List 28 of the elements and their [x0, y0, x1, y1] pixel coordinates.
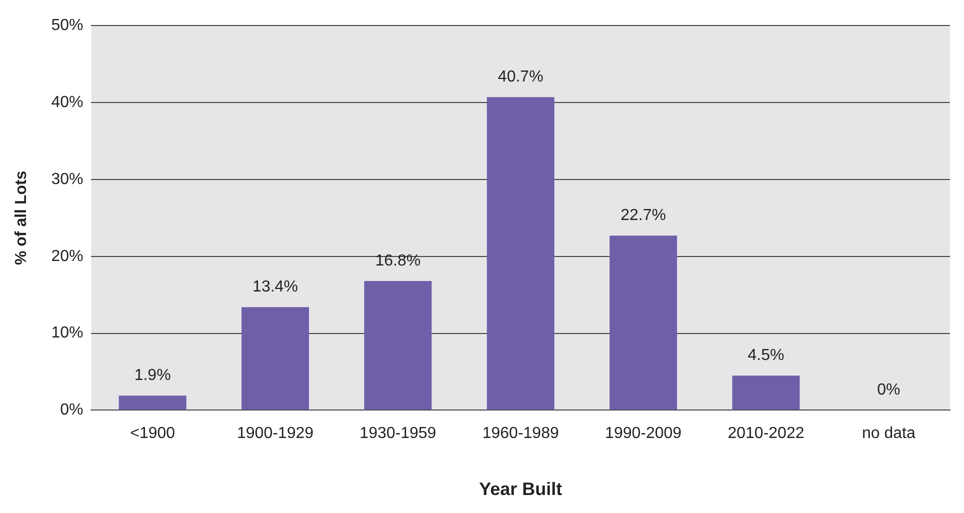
bar [732, 376, 800, 410]
bar [486, 97, 554, 410]
x-tick-label: 1960-1989 [482, 425, 559, 442]
x-axis-title: Year Built [479, 479, 562, 500]
y-tick-label: 30% [51, 170, 84, 188]
y-axis-title: % of all Lots [13, 170, 30, 266]
y-tick-label: 40% [51, 94, 84, 111]
y-tick-label: 50% [51, 17, 84, 34]
y-tick-label: 20% [51, 248, 84, 265]
bar [118, 396, 186, 410]
data-label: 40.7% [498, 68, 544, 86]
x-tick-label: 1990-2009 [605, 425, 682, 442]
bar [242, 307, 309, 410]
data-label: 0% [877, 382, 900, 399]
data-label: 1.9% [134, 366, 171, 384]
data-label: 13.4% [252, 278, 298, 296]
x-tick-label: 1930-1959 [360, 425, 436, 442]
x-tick-label: <1900 [130, 425, 176, 442]
data-label: 4.5% [748, 346, 784, 364]
x-tick-label: 2010-2022 [728, 425, 804, 442]
x-tick-label: 1900-1929 [236, 425, 314, 442]
bar [610, 236, 678, 410]
y-tick-label: 0% [60, 402, 84, 419]
y-tick-label: 10% [51, 324, 84, 342]
bar [364, 280, 432, 410]
data-label: 22.7% [620, 207, 666, 224]
x-tick-label: no data [862, 425, 916, 442]
data-label: 16.8% [375, 252, 421, 270]
